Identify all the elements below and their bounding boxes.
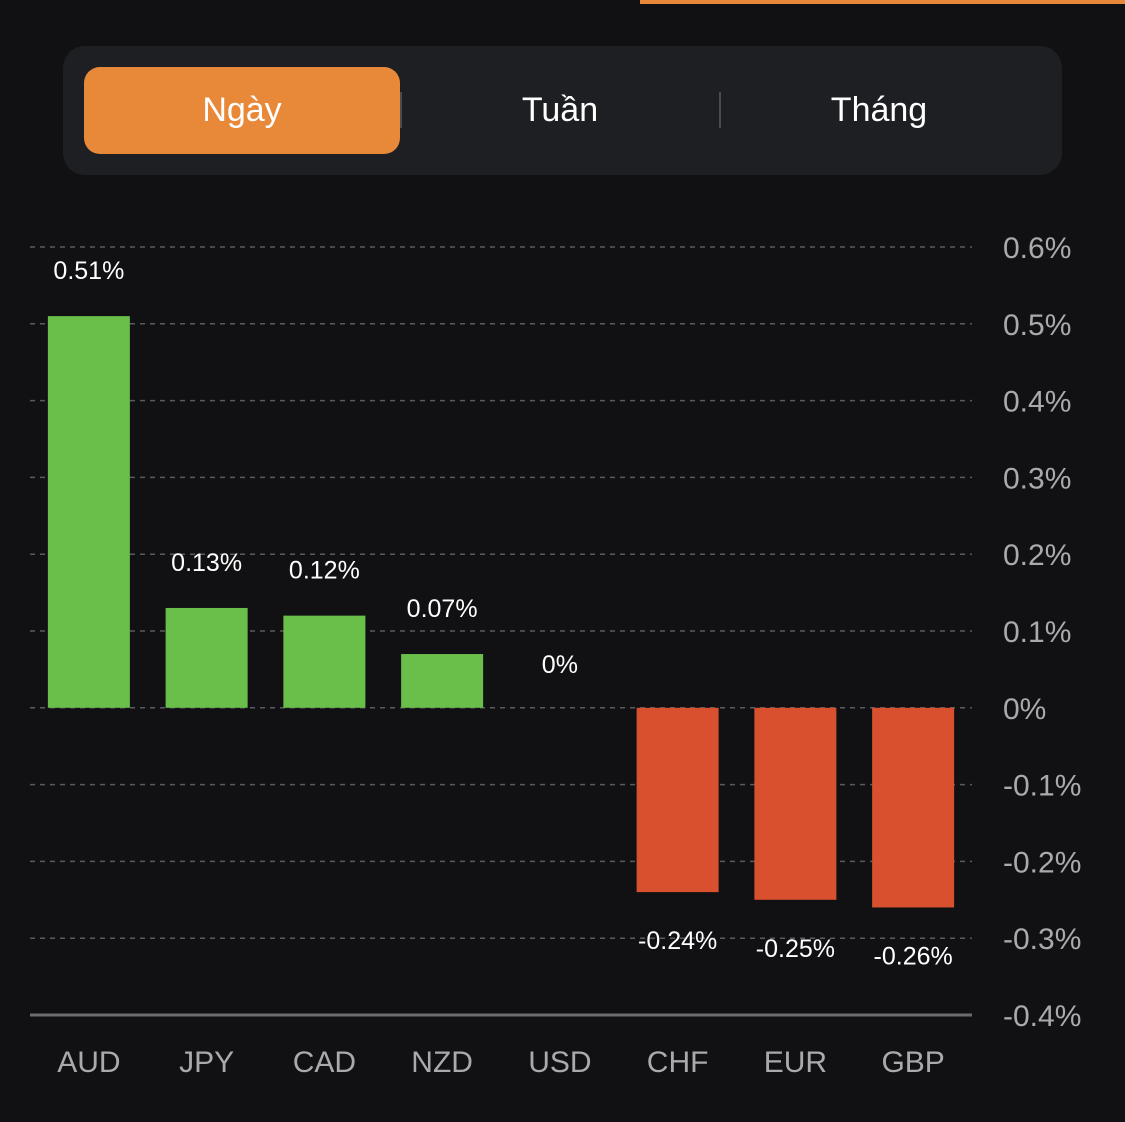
- tab-day[interactable]: Ngày: [84, 67, 400, 154]
- value-label: 0.07%: [407, 595, 478, 623]
- y-tick-label: -0.2%: [1003, 846, 1081, 879]
- bar-jpy: [165, 607, 248, 708]
- segment-divider: [719, 92, 721, 128]
- y-tick-label: 0.4%: [1003, 386, 1071, 419]
- x-tick-label: GBP: [881, 1046, 944, 1079]
- x-tick-label: CAD: [293, 1046, 356, 1079]
- x-tick-label: USD: [528, 1046, 591, 1079]
- y-tick-label: -0.3%: [1003, 923, 1081, 956]
- y-tick-label: -0.4%: [1003, 1000, 1081, 1033]
- value-label: 0.12%: [289, 557, 360, 585]
- bar-cad: [283, 615, 366, 708]
- value-label: -0.25%: [756, 935, 835, 963]
- bar-aud: [47, 316, 130, 708]
- value-label: 0.13%: [171, 549, 242, 577]
- tab-week[interactable]: Tuần: [521, 91, 599, 129]
- y-tick-label: 0%: [1003, 693, 1046, 726]
- top-accent-bar: [640, 0, 1125, 4]
- bar-nzd: [401, 654, 484, 708]
- period-segmented-control: Ngày Tuần Tháng: [63, 46, 1062, 175]
- y-tick-label: -0.1%: [1003, 770, 1081, 803]
- value-label: -0.26%: [874, 942, 953, 970]
- bar-eur: [754, 707, 837, 900]
- tab-month[interactable]: Tháng: [830, 91, 928, 129]
- bar-gbp: [872, 707, 955, 908]
- y-tick-label: 0.1%: [1003, 616, 1071, 649]
- y-tick-label: 0.6%: [1003, 232, 1071, 265]
- x-tick-label: EUR: [764, 1046, 827, 1079]
- value-label: 0.51%: [53, 257, 124, 285]
- y-tick-label: 0.5%: [1003, 309, 1071, 342]
- x-tick-label: NZD: [411, 1046, 473, 1079]
- x-tick-label: CHF: [647, 1046, 709, 1079]
- bar-chf: [636, 707, 719, 893]
- x-tick-label: AUD: [57, 1046, 120, 1079]
- value-label: 0%: [542, 651, 578, 679]
- segment-divider: [400, 92, 402, 128]
- y-tick-label: 0.2%: [1003, 539, 1071, 572]
- value-label: -0.24%: [638, 927, 717, 955]
- x-tick-label: JPY: [179, 1046, 234, 1079]
- y-tick-label: 0.3%: [1003, 462, 1071, 495]
